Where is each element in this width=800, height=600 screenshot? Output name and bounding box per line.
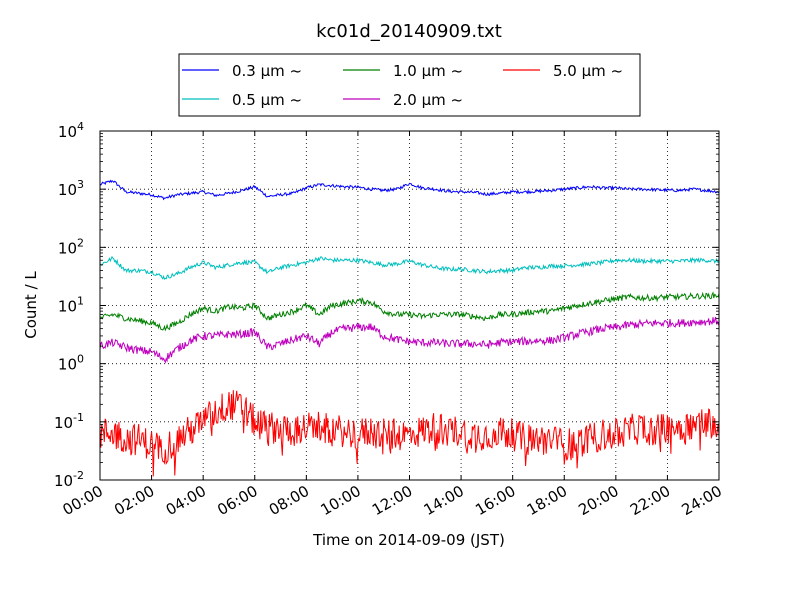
- y-tick-label: 10-2: [54, 469, 84, 490]
- series-line-3: [100, 316, 719, 364]
- legend-item: 1.0 μm ~: [343, 62, 463, 80]
- x-axis-tick-labels: 00:00 02:00 04:00 06:00 08:00 10:00 12:00 14:00…: [60, 482, 725, 519]
- y-axis-title: Count / L: [22, 271, 40, 339]
- x-tick-label: 08:00: [266, 482, 312, 519]
- y-tick-label: 103: [58, 178, 84, 199]
- series-line-4: [100, 390, 719, 477]
- x-tick-label: 20:00: [575, 482, 621, 519]
- y-tick-base: 10: [58, 181, 77, 199]
- x-tick-label: 14:00: [421, 482, 467, 519]
- y-tick-base: 10: [58, 123, 77, 141]
- y-tick-base: 10: [58, 356, 77, 374]
- axis-ticks: [99, 130, 720, 481]
- chart-title: kc01d_20140909.txt: [316, 21, 502, 42]
- y-tick-base: 10: [54, 414, 73, 432]
- x-tick-label: 04:00: [163, 482, 209, 519]
- x-tick-label: 16:00: [472, 482, 518, 519]
- series-lines: [100, 179, 719, 477]
- y-tick-base: 10: [54, 472, 73, 490]
- legend-label: 0.5 μm ~: [232, 91, 302, 109]
- legend-item: 0.5 μm ~: [182, 91, 302, 109]
- x-tick-label: 18:00: [524, 482, 570, 519]
- series-line-2: [100, 291, 719, 332]
- y-tick-exponent: 4: [77, 120, 84, 133]
- series-line-1: [100, 255, 719, 281]
- y-tick-exponent: 2: [77, 236, 84, 249]
- legend-label: 2.0 μm ~: [393, 91, 463, 109]
- series-line-0: [100, 179, 719, 201]
- legend-item: 2.0 μm ~: [343, 91, 463, 109]
- y-tick-base: 10: [58, 239, 77, 257]
- y-tick-label: 100: [58, 353, 84, 374]
- x-tick-label: 12:00: [369, 482, 415, 519]
- x-tick-label: 22:00: [627, 482, 673, 519]
- legend-label: 1.0 μm ~: [393, 62, 463, 80]
- legend: 0.3 μm ~ 0.5 μm ~ 1.0 μm ~ 2.0 μm ~ 5.0 μm ~: [178, 53, 641, 117]
- x-tick-label: 06:00: [214, 482, 260, 519]
- x-tick-label: 10:00: [317, 482, 363, 519]
- y-tick-exponent: -1: [73, 411, 84, 424]
- legend-label: 5.0 μm ~: [553, 62, 623, 80]
- y-tick-exponent: 1: [77, 295, 84, 308]
- y-tick-label: 10-1: [54, 411, 84, 432]
- y-tick-exponent: 0: [77, 353, 84, 366]
- legend-label: 0.3 μm ~: [232, 62, 302, 80]
- legend-item: 5.0 μm ~: [503, 62, 623, 80]
- y-tick-label: 104: [58, 120, 84, 141]
- y-tick-base: 10: [58, 298, 77, 316]
- y-tick-label: 102: [58, 236, 84, 257]
- legend-item: 0.3 μm ~: [182, 62, 302, 80]
- y-tick-label: 101: [58, 295, 84, 316]
- x-axis-title: Time on 2014-09-09 (JST): [312, 531, 505, 549]
- legend-frame: [178, 53, 641, 117]
- y-tick-exponent: 3: [77, 178, 84, 191]
- x-tick-label: 24:00: [679, 482, 725, 519]
- plot-area: [99, 130, 720, 481]
- y-tick-exponent: -2: [73, 469, 84, 482]
- x-tick-label: 02:00: [111, 482, 157, 519]
